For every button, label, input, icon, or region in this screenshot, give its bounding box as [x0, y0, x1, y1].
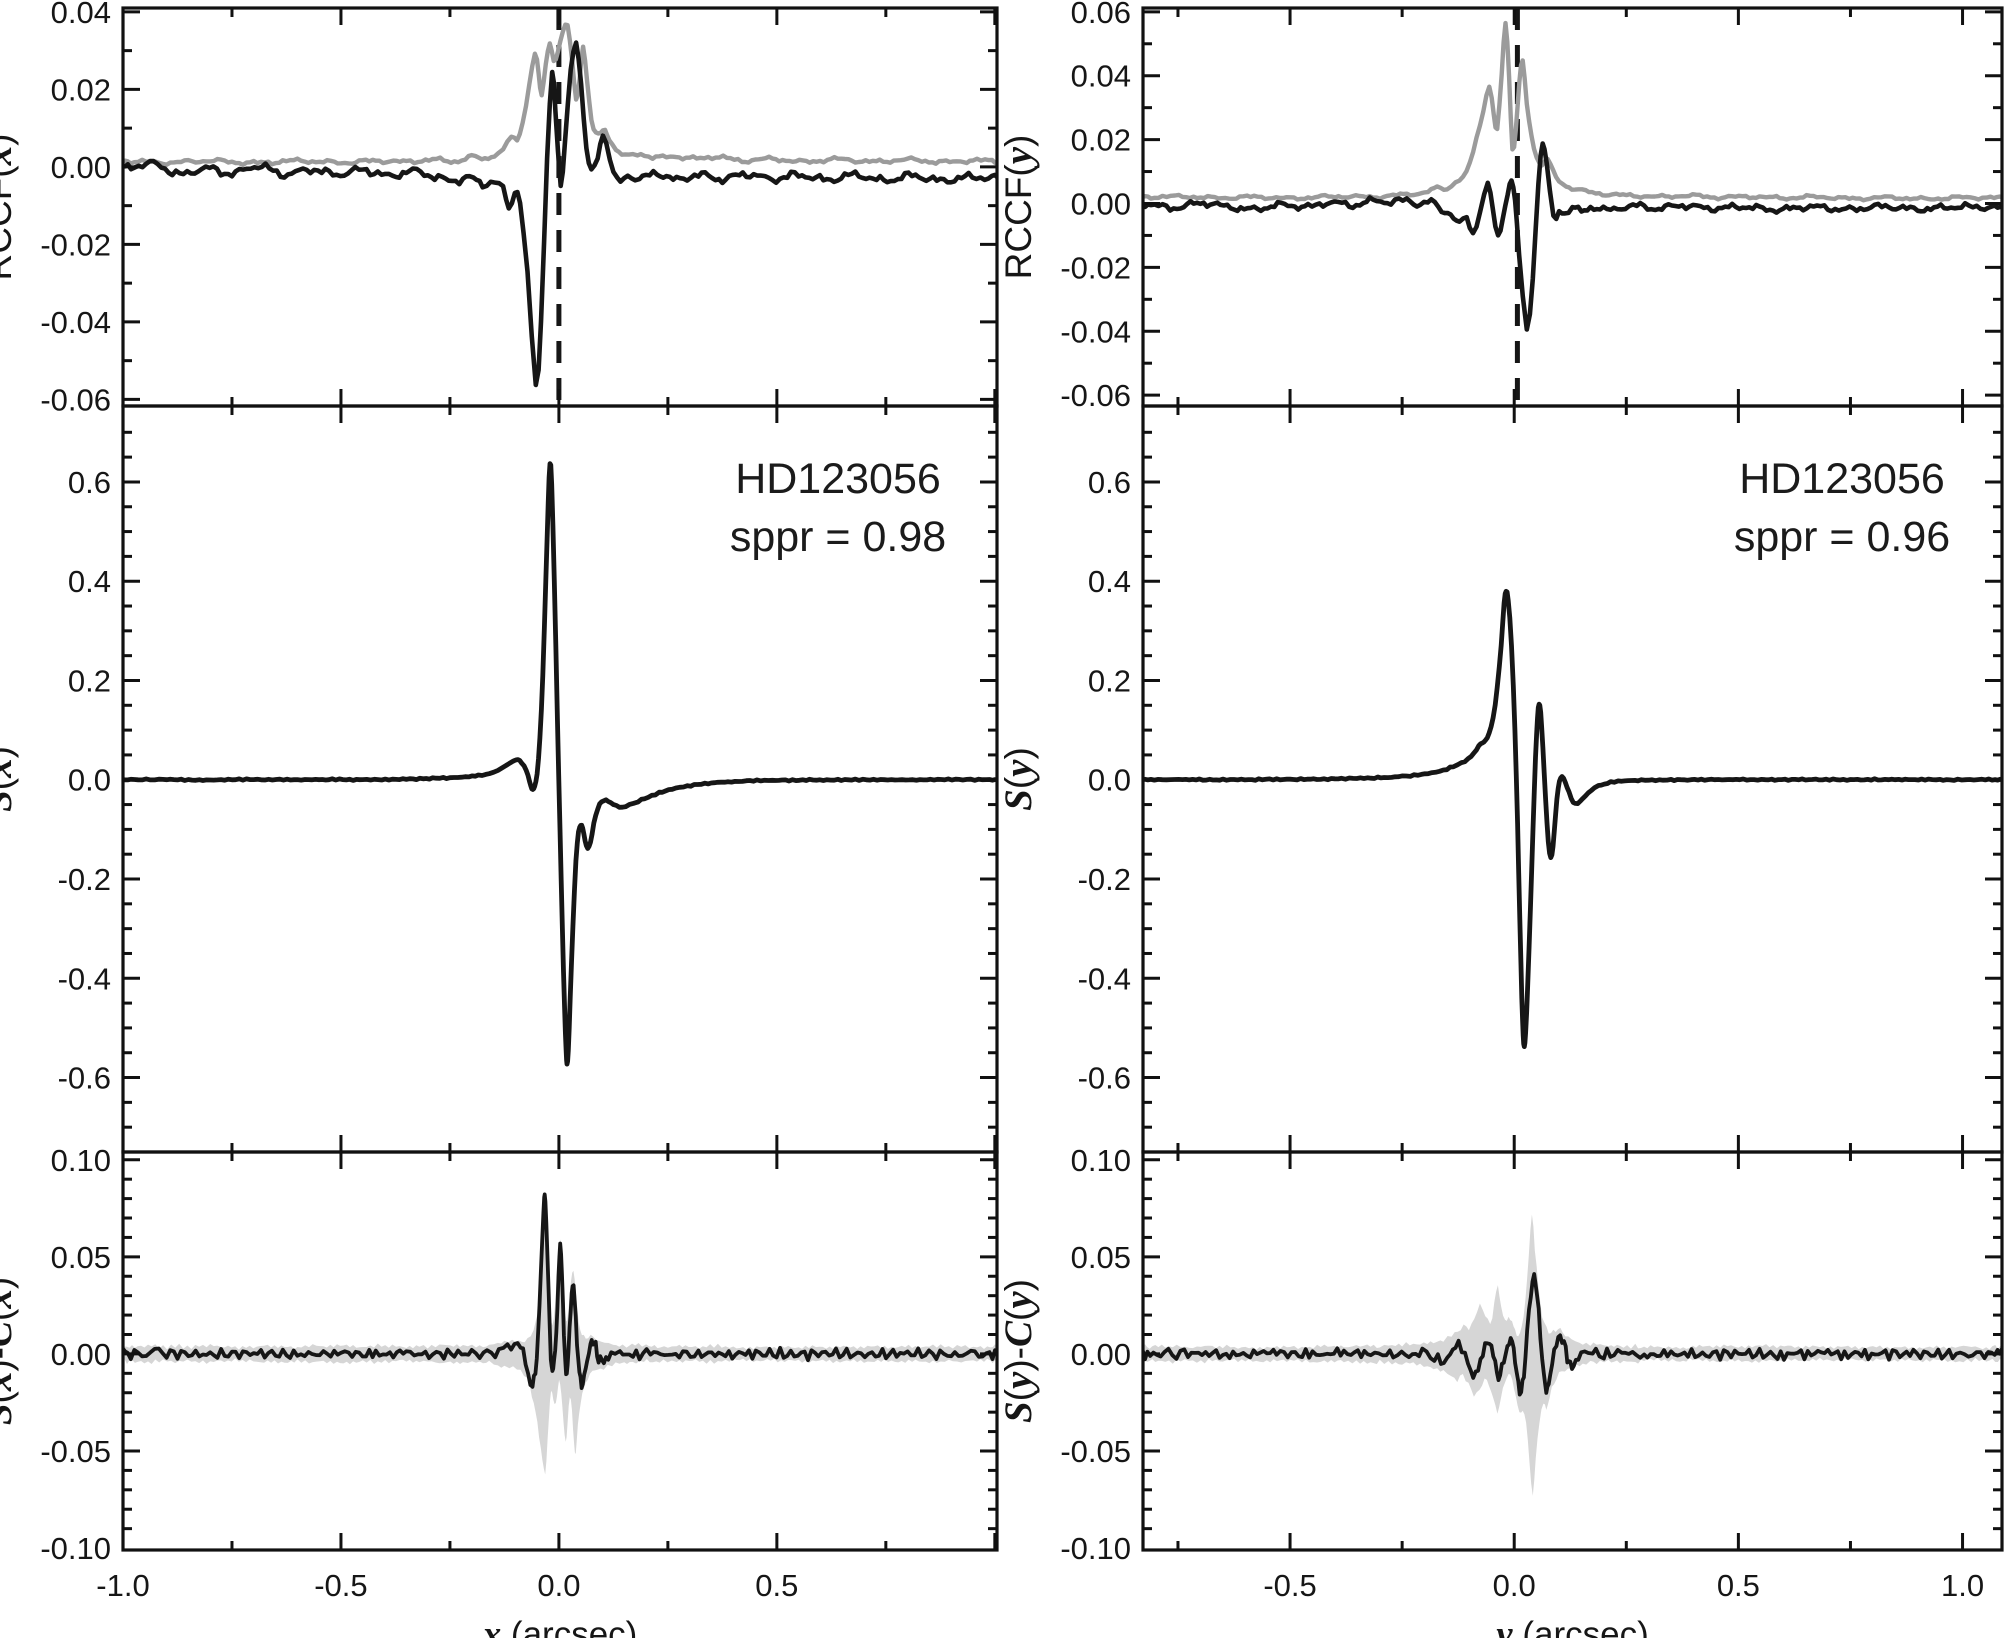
sppr-value-left: sppr = 0.98 [729, 513, 947, 561]
s-y-ytick-label: -0.6 [1078, 1061, 1131, 1096]
sy-cy-y-axis-title: S(y)-C(y) [997, 1279, 1040, 1423]
rccf-x-ytick-label: 0.00 [51, 150, 111, 185]
rccf-x-ytick-label: -0.06 [40, 382, 111, 417]
sx-cx-uncertainty-band [123, 1191, 997, 1475]
s-y-ytick-label: -0.2 [1078, 862, 1131, 897]
rccf-y-ytick-label: -0.02 [1060, 250, 1131, 285]
s-y-ytick-label: 0.4 [1088, 564, 1131, 599]
rccf-x-panel: 0.04 0.02 0.00 -0.02 -0.04 -0.06 RCCF(x) [0, 0, 999, 417]
sy-cy-ytick-label: 0.05 [1071, 1240, 1131, 1275]
rccf-x-gray-curve [123, 22, 997, 168]
s-x-ytick-label: 0.0 [68, 763, 111, 798]
rccf-x-ticks [123, 8, 997, 406]
s-x-y-axis-title: S(x) [0, 746, 20, 812]
sx-cx-ytick-label: 0.10 [51, 1143, 111, 1178]
s-y-ytick-label: 0.2 [1088, 663, 1131, 698]
sy-cy-black-curve [1143, 1272, 2002, 1397]
sy-cy-ytick-label: 0.00 [1071, 1337, 1131, 1372]
sy-cy-xtick-labels: -0.5 0.0 0.5 1.0 [1263, 1568, 1984, 1603]
rccf-y-ticks [1143, 8, 2002, 406]
sy-cy-frame [1141, 1150, 2004, 1552]
rccf-y-ytick-label: 0.04 [1071, 59, 1131, 94]
sy-cy-xtick-label: 1.0 [1941, 1568, 1984, 1603]
rccf-x-ytick-label: -0.04 [40, 305, 111, 340]
rccf-x-y-axis-title: RCCF(x) [0, 134, 20, 281]
s-x-ticks [123, 406, 997, 1152]
rccf-y-ytick-label: 0.00 [1071, 186, 1131, 221]
sy-cy-ytick-label: -0.10 [1060, 1531, 1131, 1566]
s-y-ytick-label: 0.0 [1088, 763, 1131, 798]
s-x-ytick-label: -0.2 [58, 862, 111, 897]
s-x-ytick-label: -0.6 [58, 1061, 111, 1096]
sy-cy-ytick-label: -0.05 [1060, 1434, 1131, 1469]
sx-cx-xtick-labels: -1.0 -0.5 0.0 0.5 [96, 1568, 798, 1603]
sppr-value-right: sppr = 0.96 [1733, 513, 1951, 561]
rccf-y-panel: 0.06 0.04 0.02 0.00 -0.02 -0.04 -0.06 RCCF(y) [997, 0, 2004, 413]
sy-cy-ytick-labels: 0.10 0.05 0.00 -0.05 -0.10 [1060, 1143, 1131, 1566]
sx-cx-ytick-labels: 0.10 0.05 0.00 -0.05 -0.10 [40, 1143, 111, 1566]
sy-cy-ticks [1143, 1152, 2002, 1550]
sx-cx-ytick-label: -0.10 [40, 1531, 111, 1566]
sx-cx-xtick-label: 0.0 [537, 1568, 580, 1603]
rccf-x-ytick-labels: 0.04 0.02 0.00 -0.02 -0.04 -0.06 [40, 0, 111, 417]
s-x-ytick-labels: 0.6 0.4 0.2 0.0 -0.2 -0.4 -0.6 [58, 465, 111, 1096]
rccf-y-y-axis-title: RCCF(y) [997, 135, 1040, 280]
sy-cy-uncertainty-band [1143, 1214, 2002, 1496]
sx-cx-panel: 0.10 0.05 0.00 -0.05 -0.10-1.0 -0.5 0.0 0.5 S(x)… [0, 1143, 999, 1638]
s-y-ytick-label: 0.6 [1088, 465, 1131, 500]
rccf-y-gray-curve [1143, 20, 2002, 203]
sy-cy-xtick-label: 0.5 [1717, 1568, 1760, 1603]
sx-cx-xtick-label: -1.0 [96, 1568, 149, 1603]
target-name-right: HD123056 [1739, 455, 1945, 503]
annotation-right: HD123056 sppr = 0.96 [1692, 450, 1992, 566]
rccf-x-ytick-label: 0.04 [51, 0, 111, 30]
sx-cx-y-axis-title: S(x)-C(x) [0, 1277, 20, 1425]
s-y-ytick-label: -0.4 [1078, 961, 1131, 996]
rccf-y-ytick-labels: 0.06 0.04 0.02 0.00 -0.02 -0.04 -0.06 [1060, 0, 1131, 413]
sy-cy-ytick-label: 0.10 [1071, 1143, 1131, 1178]
rccf-y-ytick-label: -0.04 [1060, 314, 1131, 349]
rccf-y-black-curve [1143, 141, 2002, 332]
sx-cx-xtick-label: -0.5 [314, 1568, 367, 1603]
sx-cx-ytick-label: 0.05 [51, 1240, 111, 1275]
s-y-ticks [1143, 406, 2002, 1152]
s-x-ytick-label: 0.6 [68, 465, 111, 500]
s-x-ytick-label: -0.4 [58, 961, 111, 996]
sy-cy-xtick-label: 0.0 [1493, 1568, 1536, 1603]
rccf-y-ytick-label: -0.06 [1060, 378, 1131, 413]
rccf-x-black-curve [123, 40, 997, 388]
s-x-black-curve [123, 461, 997, 1067]
sx-cx-ytick-label: 0.00 [51, 1337, 111, 1372]
rccf-y-ytick-label: 0.02 [1071, 123, 1131, 158]
rccf-x-ytick-label: -0.02 [40, 227, 111, 262]
s-y-ytick-labels: 0.6 0.4 0.2 0.0 -0.2 -0.4 -0.6 [1078, 465, 1131, 1096]
sy-cy-x-axis-title: y (arcsec) [1492, 1614, 1649, 1638]
rccf-y-ytick-label: 0.06 [1071, 0, 1131, 30]
s-x-ytick-label: 0.4 [68, 564, 111, 599]
sx-cx-x-axis-title: x (arcsec) [482, 1614, 638, 1638]
sx-cx-ticks [123, 1152, 997, 1550]
s-y-black-curve [1143, 588, 2002, 1049]
annotation-left: HD123056 sppr = 0.98 [688, 450, 988, 566]
rccf-x-ytick-label: 0.02 [51, 72, 111, 107]
sy-cy-panel: 0.10 0.05 0.00 -0.05 -0.10 -0.5 0.0 0.5 1.0 S(y)-… [997, 1143, 2004, 1638]
sx-cx-ytick-label: -0.05 [40, 1434, 111, 1469]
s-y-panel: 0.6 0.4 0.2 0.0 -0.2 -0.4 -0.6 S(y) [997, 404, 2004, 1154]
sx-cx-xtick-label: 0.5 [755, 1568, 798, 1603]
sy-cy-xtick-label: -0.5 [1263, 1568, 1316, 1603]
target-name-left: HD123056 [735, 455, 941, 503]
s-y-y-axis-title: S(y) [997, 747, 1040, 811]
s-x-ytick-label: 0.2 [68, 663, 111, 698]
sx-cx-black-curve [123, 1192, 997, 1390]
